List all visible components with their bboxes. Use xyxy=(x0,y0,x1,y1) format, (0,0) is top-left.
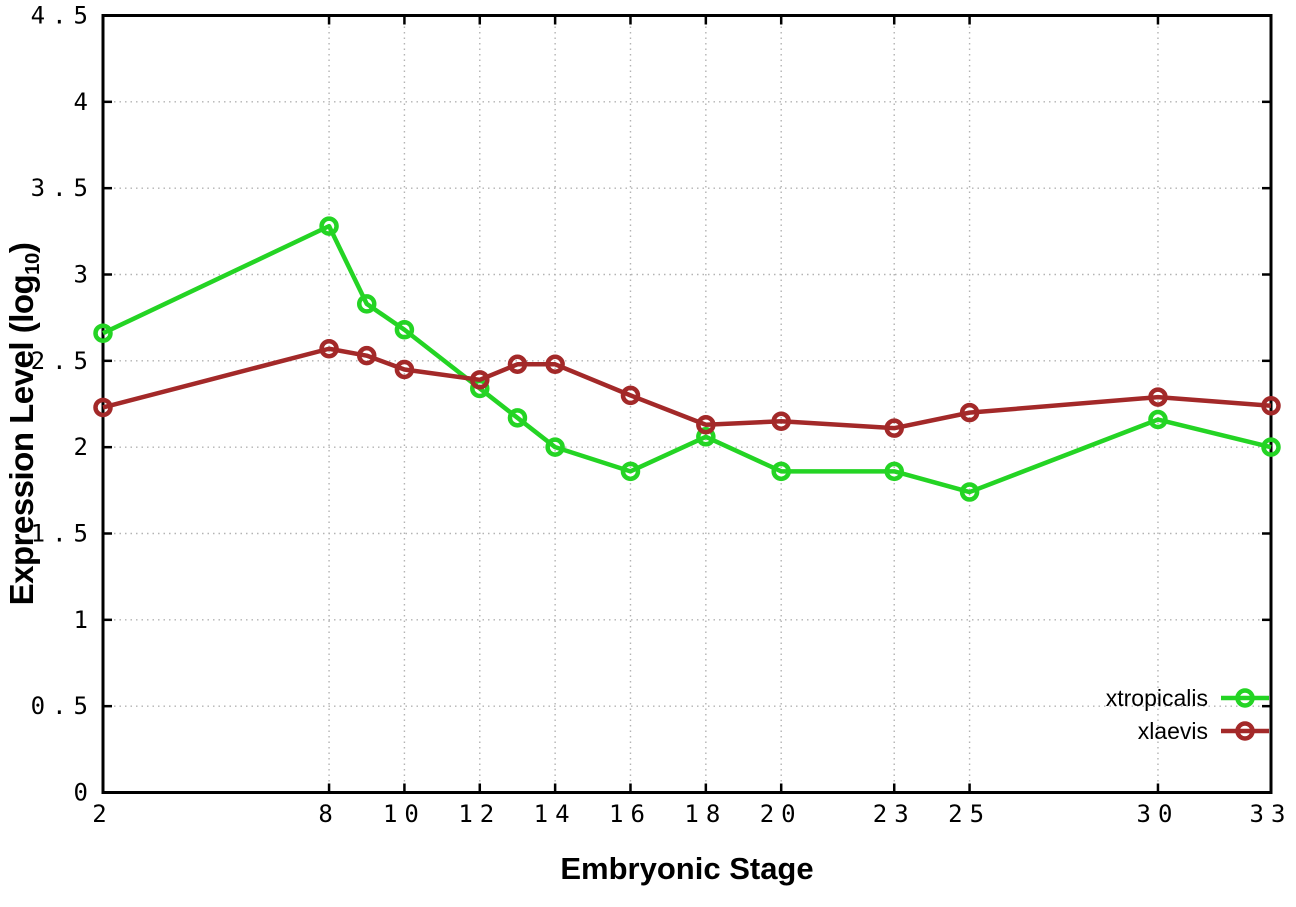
data-point-xtropicalis-stage-8 xyxy=(319,216,339,236)
data-point-xtropicalis-stage-16 xyxy=(620,461,641,482)
data-point-xlaevis-stage-13 xyxy=(507,354,528,375)
y-tick-label: 1.5 xyxy=(31,520,95,548)
data-point-xtropicalis-stage-10 xyxy=(394,320,415,340)
y-axis-label-text: Expression Level (log xyxy=(3,274,41,606)
y-tick-label: 1 xyxy=(74,606,95,634)
x-tick-label: 33 xyxy=(1250,800,1293,828)
x-tick-label: 14 xyxy=(534,800,577,828)
x-tick-label: 8 xyxy=(318,800,339,828)
y-tick-label: 2 xyxy=(74,433,95,461)
y-axis-label-close: ) xyxy=(3,242,41,254)
x-axis-label: Embryonic Stage xyxy=(560,851,814,886)
data-point-xtropicalis-stage-30 xyxy=(1148,409,1168,430)
series-line-xtropicalis xyxy=(102,223,1272,495)
y-tick-label: 0 xyxy=(74,779,95,807)
y-axis-label-subscript: 10 xyxy=(20,253,44,275)
y-tick-label: 4 xyxy=(74,88,95,116)
data-point-xtropicalis-stage-13 xyxy=(507,408,528,428)
legend-label: xlaevis xyxy=(1137,718,1208,744)
x-tick-label: 10 xyxy=(383,800,426,828)
legend-line-marker-icon xyxy=(1221,721,1269,741)
data-point-xtropicalis-stage-25 xyxy=(959,482,980,502)
data-point-xlaevis-stage-14 xyxy=(545,354,565,375)
data-point-xlaevis-stage-10 xyxy=(394,359,415,380)
data-point-xtropicalis-stage-14 xyxy=(545,437,565,457)
data-point-xlaevis-stage-8 xyxy=(319,338,339,359)
x-tick-label: 16 xyxy=(609,800,652,828)
data-point-xlaevis-stage-2 xyxy=(93,397,113,418)
legend-line-marker-icon xyxy=(1221,688,1269,708)
data-point-xtropicalis-stage-33 xyxy=(1261,437,1281,457)
data-point-xtropicalis-stage-9 xyxy=(356,294,377,314)
data-point-xtropicalis-stage-18 xyxy=(696,427,716,447)
x-tick-label: 23 xyxy=(873,800,916,828)
y-axis-label: Expression Level (log10) xyxy=(3,243,45,606)
y-tick-label: 4.5 xyxy=(31,2,95,30)
data-point-xlaevis-stage-25 xyxy=(959,402,980,423)
x-tick-label: 20 xyxy=(760,800,803,828)
data-point-xlaevis-stage-20 xyxy=(771,411,791,432)
data-point-xtropicalis-stage-23 xyxy=(884,461,904,482)
x-tick-label: 30 xyxy=(1137,800,1180,828)
legend-label: xtropicalis xyxy=(1105,685,1208,711)
legend: xtropicalis xlaevis xyxy=(1106,685,1270,744)
y-tick-label: 3.5 xyxy=(31,174,95,202)
legend-item-xtropicalis: xtropicalis xyxy=(1106,685,1270,711)
y-tick-label: 0.5 xyxy=(31,692,95,720)
data-point-xlaevis-stage-9 xyxy=(356,345,377,366)
data-point-xtropicalis-stage-2 xyxy=(93,323,113,343)
x-tick-label: 18 xyxy=(684,800,727,828)
y-tick-label: 3 xyxy=(74,261,95,289)
data-point-xlaevis-stage-18 xyxy=(696,414,716,435)
y-tick-label: 2.5 xyxy=(31,347,95,375)
data-point-xlaevis-stage-12 xyxy=(470,370,490,390)
x-tick-label: 2 xyxy=(92,800,113,828)
x-tick-label: 12 xyxy=(458,800,501,828)
data-point-xlaevis-stage-30 xyxy=(1148,387,1168,407)
x-tick-label: 25 xyxy=(948,800,991,828)
data-point-xlaevis-stage-16 xyxy=(620,385,641,406)
data-point-xlaevis-stage-33 xyxy=(1261,395,1281,416)
data-point-xtropicalis-stage-20 xyxy=(771,461,791,482)
data-point-xlaevis-stage-23 xyxy=(884,418,904,438)
legend-item-xlaevis: xlaevis xyxy=(1138,718,1270,744)
